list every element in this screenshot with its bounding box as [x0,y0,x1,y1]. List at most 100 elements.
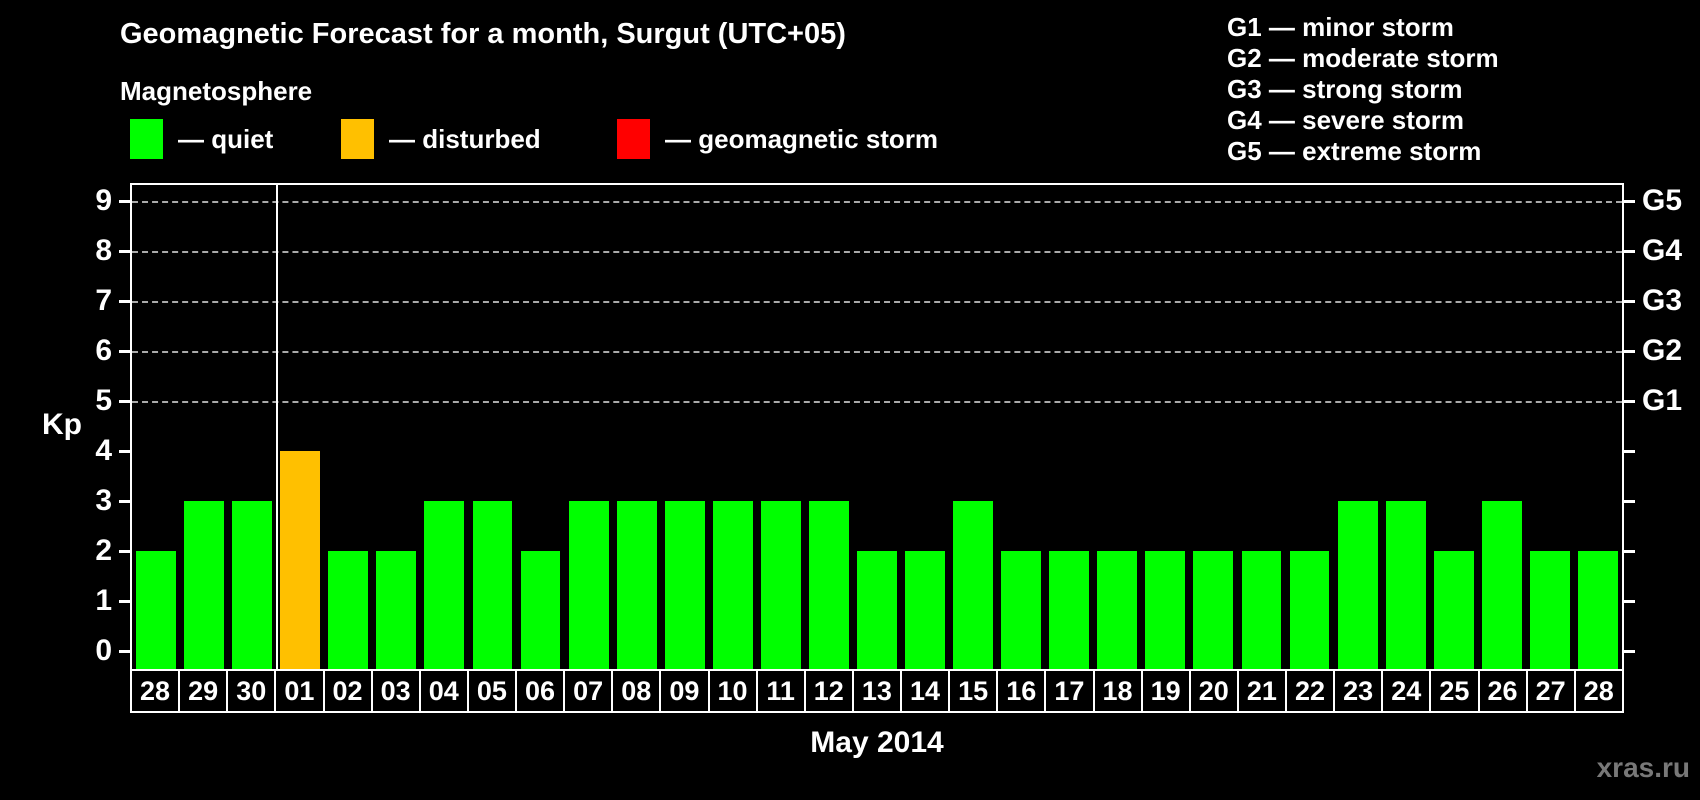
x-axis-label: May 2014 [810,726,944,759]
kp-bar-day-14 [905,551,945,669]
gridline-kp7 [132,301,1622,303]
bar-slot-11 [757,185,805,669]
bar-slot-20 [1189,185,1237,669]
legend-swatch-storm [617,119,650,159]
day-label-30: 30 [228,671,277,711]
watermark: xras.ru [1596,752,1690,783]
bar-slot-15 [949,185,997,669]
day-label-12: 12 [805,671,854,711]
day-label-17: 17 [1046,671,1095,711]
magnetosphere-label: Magnetosphere [120,76,313,106]
kp-bar-day-09 [664,501,705,669]
kp-bar-day-13 [857,551,897,669]
legend-label-storm: — geomagnetic storm [665,124,939,154]
bar-slot-09 [661,185,709,669]
bar-slot-27 [1526,185,1574,669]
legend-label-quiet: — quiet [178,124,274,154]
y-tick-left-2 [119,550,130,553]
day-label-16: 16 [998,671,1047,711]
day-label-29: 29 [180,671,229,711]
bar-slot-19 [1141,185,1189,669]
bar-slot-13 [853,185,901,669]
kp-bar-day-08 [616,501,657,669]
day-label-07: 07 [565,671,614,711]
y-tick-left-6 [119,350,130,353]
bar-slot-14 [901,185,949,669]
y-tick-left-0 [119,650,130,653]
day-label-13: 13 [853,671,902,711]
y-tick-label-9: 9 [95,184,112,217]
kp-bar-day-30 [232,501,273,669]
y-tick-label-3: 3 [95,484,112,517]
bar-slot-23 [1334,185,1382,669]
day-label-25: 25 [1431,671,1480,711]
bar-slot-04 [420,185,468,669]
legend-swatch-quiet [130,119,163,159]
day-label-15: 15 [950,671,999,711]
bar-slot-08 [613,185,661,669]
y-tick-right-3 [1624,500,1635,503]
gridline-kp8 [132,251,1622,253]
bar-slot-02 [324,185,372,669]
day-label-04: 04 [420,671,469,711]
y-tick-left-9 [119,200,130,203]
kp-bar-day-26 [1481,501,1522,669]
legend-label-disturbed: — disturbed [389,124,541,154]
kp-bar-day-10 [712,501,753,669]
day-label-19: 19 [1142,671,1191,711]
y-tick-right-4 [1624,450,1635,453]
bar-slot-12 [805,185,853,669]
kp-bar-day-23 [1337,501,1378,669]
page-title: Geomagnetic Forecast for a month, Surgut… [120,18,846,50]
y-tick-label-2: 2 [95,534,112,567]
bar-slot-28 [1574,185,1622,669]
day-axis-row: 28 29 30 01 02 03 04 05 06 07 08 09 10 11 12 13 14 15 16 17… [130,669,1624,713]
kp-bar-day-27 [1529,551,1570,669]
bar-slot-06 [517,185,565,669]
day-label-08: 08 [613,671,662,711]
y-tick-right-5 [1624,400,1635,403]
gridline-kp9 [132,201,1622,203]
bar-slot-03 [372,185,420,669]
y-tick-right-9 [1624,200,1635,203]
kp-bar-day-21 [1241,551,1282,669]
gridline-kp6 [132,351,1622,353]
gridline-kp5 [132,401,1622,403]
y-tick-right-6 [1624,350,1635,353]
day-label-14: 14 [902,671,951,711]
y-tick-label-7: 7 [95,284,112,317]
bar-slot-25 [1430,185,1478,669]
day-label-28: 28 [1575,671,1622,711]
y-tick-label-1: 1 [95,584,112,617]
y-axis-label: Kp [42,408,82,441]
y-tick-left-7 [119,300,130,303]
day-label-10: 10 [709,671,758,711]
g-scale-label-g4: G4 [1642,234,1683,267]
y-tick-left-1 [119,600,130,603]
bar-slot-17 [1045,185,1093,669]
storm-scale-legend: G1 — minor storm G2 — moderate storm G3 … [1227,12,1499,167]
kp-bar-day-16 [1001,551,1042,669]
storm-scale-g2: G2 — moderate storm [1227,43,1499,73]
bar-slot-05 [468,185,516,669]
kp-bar-day-20 [1193,551,1234,669]
y-tick-right-8 [1624,250,1635,253]
day-label-27: 27 [1527,671,1576,711]
kp-bar-day-11 [760,501,801,669]
bar-slot-26 [1478,185,1526,669]
kp-bar-day-18 [1097,551,1138,669]
bars-container [132,185,1622,669]
kp-bar-day-28 [1577,551,1618,669]
day-label-03: 03 [372,671,421,711]
y-tick-right-2 [1624,550,1635,553]
bar-slot-28 [132,185,180,669]
bar-slot-01 [276,185,324,669]
plot-area [130,183,1624,669]
kp-bar-day-17 [1049,551,1090,669]
kp-bar-day-22 [1289,551,1330,669]
y-tick-right-0 [1624,650,1635,653]
kp-bar-day-28 [136,551,176,669]
kp-bar-day-04 [424,501,465,669]
day-label-06: 06 [517,671,566,711]
